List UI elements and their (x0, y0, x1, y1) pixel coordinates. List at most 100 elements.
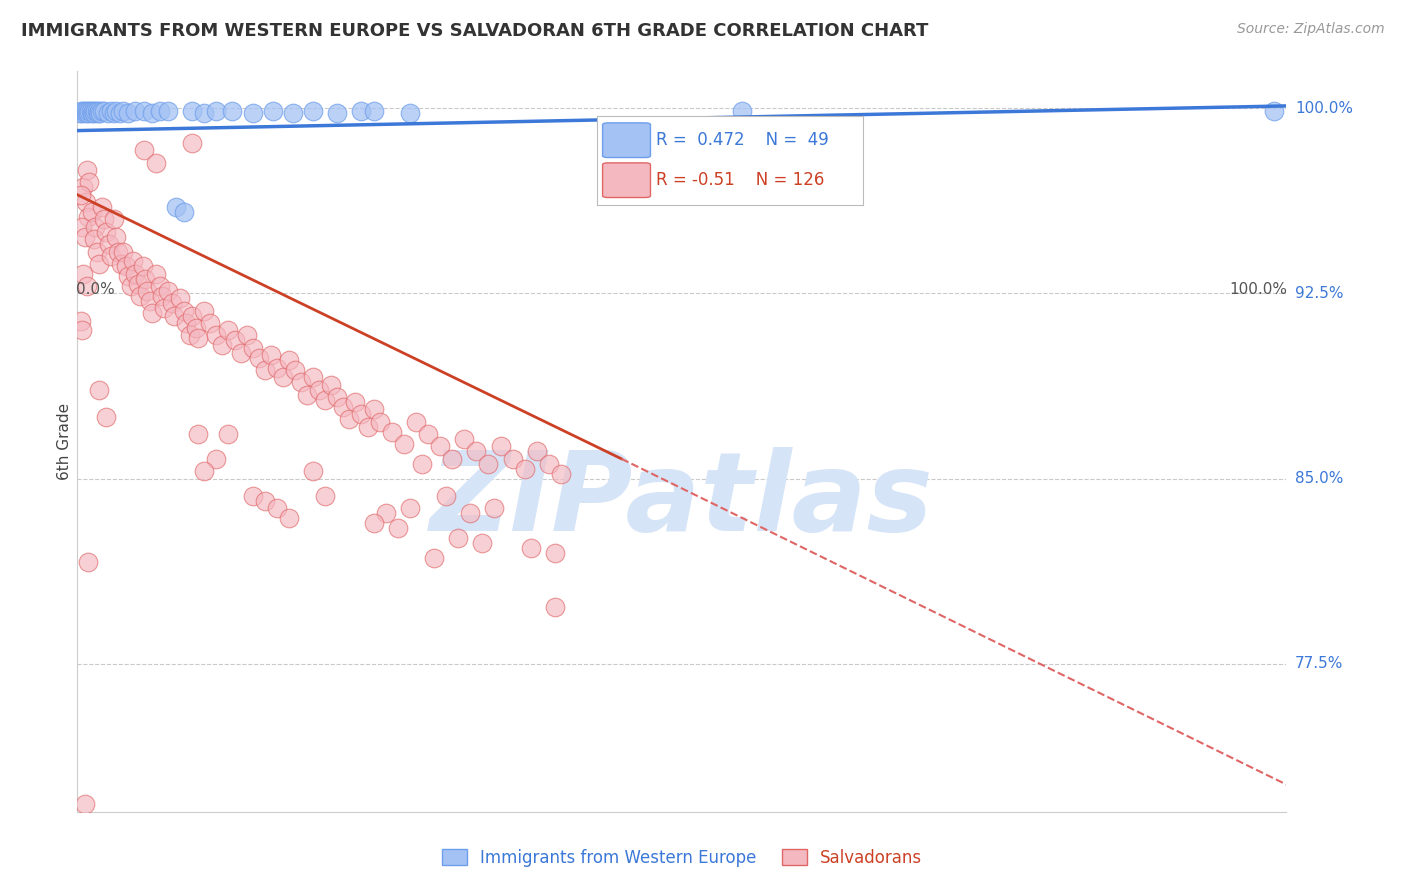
Point (399, 501, 422, 516)
Text: R =  0.472    N =  49: R = 0.472 N = 49 (655, 131, 828, 149)
Text: IMMIGRANTS FROM WESTERN EUROPE VS SALVADORAN 6TH GRADE CORRELATION CHART: IMMIGRANTS FROM WESTERN EUROPE VS SALVAD… (21, 22, 928, 40)
Point (235, 328, 257, 343)
Point (465, 444, 488, 458)
Point (84, 103, 107, 118)
Point (544, 599, 567, 614)
Point (187, 427, 209, 442)
Point (70, 323, 93, 337)
Text: 0.0%: 0.0% (76, 283, 115, 297)
Point (131, 260, 153, 274)
Point (87, 383, 110, 397)
Point (262, 103, 284, 118)
Point (399, 106, 422, 120)
Point (129, 289, 152, 303)
Point (179, 328, 201, 343)
Point (211, 338, 233, 352)
Point (278, 353, 301, 368)
Text: 100.0%: 100.0% (1295, 101, 1353, 116)
Point (87, 257, 110, 271)
Point (350, 103, 373, 118)
Point (332, 400, 354, 414)
Point (187, 331, 209, 345)
Point (302, 103, 325, 118)
Point (122, 254, 145, 268)
Point (477, 457, 499, 471)
Point (75, 195, 97, 210)
Point (114, 260, 136, 274)
Point (87, 103, 110, 118)
Point (80, 106, 103, 120)
Point (363, 103, 385, 118)
Point (77, 556, 100, 570)
Point (82, 103, 104, 118)
Point (224, 334, 246, 348)
Point (544, 545, 567, 559)
Point (405, 415, 427, 429)
Point (174, 316, 197, 330)
Point (90, 200, 112, 214)
Point (157, 103, 180, 118)
Point (110, 257, 132, 271)
Point (145, 267, 167, 281)
Text: Source: ZipAtlas.com: Source: ZipAtlas.com (1237, 22, 1385, 37)
Point (96, 225, 118, 239)
Point (326, 390, 349, 404)
Legend: Immigrants from Western Europe, Salvadorans: Immigrants from Western Europe, Salvador… (436, 842, 928, 874)
Point (79, 103, 101, 118)
Point (148, 103, 170, 118)
Point (458, 506, 481, 520)
Point (77, 210, 100, 224)
Point (173, 303, 195, 318)
Point (134, 271, 156, 285)
Point (76, 279, 98, 293)
Point (537, 457, 560, 471)
Point (89, 106, 111, 120)
Point (271, 370, 294, 384)
Point (339, 412, 360, 426)
Point (148, 279, 170, 293)
Point (314, 489, 336, 503)
Point (157, 284, 180, 298)
Point (117, 269, 139, 284)
Point (73, 229, 96, 244)
Point (489, 440, 512, 454)
Point (368, 415, 391, 429)
Point (447, 531, 470, 545)
Point (90, 103, 112, 118)
Point (242, 341, 264, 355)
Point (350, 408, 373, 422)
Point (1263, 103, 1285, 118)
Point (132, 144, 155, 158)
Point (266, 501, 288, 516)
Text: 100.0%: 100.0% (1230, 283, 1288, 297)
FancyBboxPatch shape (603, 163, 651, 197)
Point (173, 205, 195, 219)
Point (284, 363, 307, 377)
Point (356, 419, 378, 434)
Point (120, 279, 142, 293)
Point (429, 440, 451, 454)
Point (253, 363, 276, 377)
Y-axis label: 6th Grade: 6th Grade (56, 403, 72, 480)
Point (434, 489, 457, 503)
Text: ZIPatlas: ZIPatlas (430, 447, 934, 554)
Point (69, 106, 91, 120)
Point (150, 289, 173, 303)
Point (160, 296, 183, 310)
Point (308, 383, 330, 397)
Point (260, 348, 283, 362)
Point (181, 103, 204, 118)
Point (166, 200, 188, 214)
Point (193, 106, 215, 120)
Point (381, 425, 404, 439)
Point (127, 277, 149, 291)
Point (205, 103, 228, 118)
Point (117, 106, 139, 120)
Point (136, 284, 159, 298)
Point (87, 106, 110, 120)
Point (77, 106, 100, 120)
Point (314, 392, 336, 407)
Point (79, 103, 101, 118)
Point (302, 464, 325, 478)
Point (79, 175, 101, 189)
